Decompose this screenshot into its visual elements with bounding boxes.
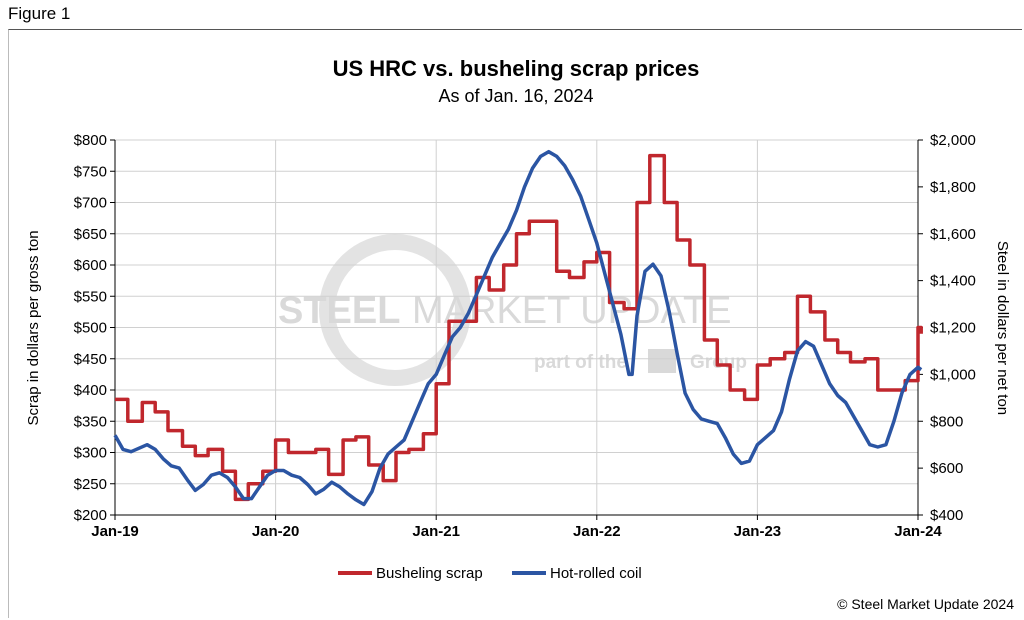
y-tick-label-left: $800: [74, 132, 107, 149]
watermark-tagline-left: part of the: [534, 352, 627, 373]
y-axis-right-title: Steel in dollars per net ton: [994, 241, 1011, 415]
y-tick-label-left: $200: [74, 507, 107, 524]
x-tick-label: Jan-21: [412, 523, 460, 540]
y-tick-label-left: $750: [74, 163, 107, 180]
y-tick-label-right: $800: [930, 413, 963, 430]
y-tick-label-right: $600: [930, 460, 963, 477]
copyright: © Steel Market Update 2024: [837, 596, 1014, 612]
legend: Busheling scrap Hot-rolled coil: [338, 565, 642, 582]
y-tick-label-left: $300: [74, 445, 107, 462]
watermark-brand-light: MARKET UPDATE: [412, 290, 732, 332]
y-tick-label-right: $1,200: [930, 320, 976, 337]
y-ticks-left: $200 $250 $300 $350 $400 $450 $500 $550 $600 $650…: [74, 132, 115, 524]
y-tick-label-left: $700: [74, 195, 107, 212]
figure-frame: [8, 29, 1022, 618]
series-layer: [113, 149, 923, 507]
x-tick-label: Jan-20: [252, 523, 300, 540]
watermark-brand-bold: STEEL: [278, 290, 400, 332]
figure-label: Figure 1: [8, 4, 71, 23]
series-busheling-scrap-line: [115, 153, 923, 502]
y-tick-label-right: $1,600: [930, 226, 976, 243]
y-tick-label-left: $450: [74, 351, 107, 368]
x-tick-label: Jan-19: [91, 523, 139, 540]
x-tick-label: Jan-24: [894, 523, 942, 540]
watermark-swoosh-icon: [319, 234, 471, 386]
y-tick-label-left: $600: [74, 257, 107, 274]
watermark: STEEL MARKET UPDATE part of the Group: [278, 234, 747, 386]
y-tick-label-right: $1,000: [930, 366, 976, 383]
y-ticks-right: $400 $600 $800 $1,000 $1,200 $1,400 $1,600 $1,8…: [918, 132, 976, 524]
y-tick-label-left: $350: [74, 413, 107, 430]
y-tick-label-left: $500: [74, 320, 107, 337]
y-tick-label-left: $550: [74, 288, 107, 305]
y-tick-label-right: $1,800: [930, 179, 976, 196]
y-axis-left-title: Scrap in dollars per gross ton: [25, 230, 42, 425]
series-hot-rolled-coil-line: [113, 149, 923, 507]
chart-subtitle: As of Jan. 16, 2024: [438, 86, 593, 106]
y-tick-label-left: $400: [74, 382, 107, 399]
chart-title: US HRC vs. busheling scrap prices: [333, 56, 700, 81]
y-tick-label-left: $650: [74, 226, 107, 243]
x-tick-label: Jan-22: [573, 523, 621, 540]
y-tick-label-right: $400: [930, 507, 963, 524]
y-tick-label-left: $250: [74, 476, 107, 493]
x-ticks: Jan-19 Jan-20 Jan-21 Jan-22 Jan-23 Jan-24: [91, 515, 942, 540]
legend-busheling-label: Busheling scrap: [376, 565, 483, 582]
y-tick-label-right: $1,400: [930, 273, 976, 290]
legend-hrc-label: Hot-rolled coil: [550, 565, 642, 582]
watermark-cru-box: [648, 349, 676, 373]
y-tick-label-right: $2,000: [930, 132, 976, 149]
x-tick-label: Jan-23: [734, 523, 782, 540]
